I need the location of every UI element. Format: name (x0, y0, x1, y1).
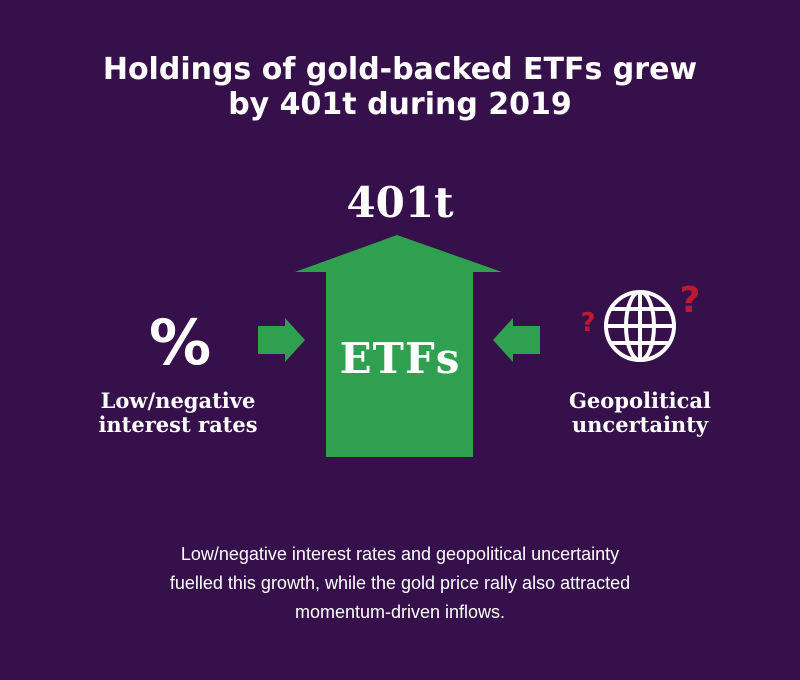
page-title: Holdings of gold-backed ETFs grew by 401… (0, 52, 800, 122)
caption-text: Low/negative interest rates and geopolit… (0, 540, 800, 627)
left-factor-line-2: interest rates (98, 412, 258, 437)
right-factor-line-2: uncertainty (571, 412, 709, 437)
left-factor-line-1: Low/negative (100, 388, 256, 413)
left-inflow-arrow (258, 318, 305, 362)
title-line-1: Holdings of gold-backed ETFs grew (102, 52, 698, 87)
right-inflow-arrow (493, 318, 540, 362)
question-mark-large-icon: ? (680, 280, 701, 321)
right-factor-line-1: Geopolitical (569, 388, 711, 413)
etfs-label: ETFs (339, 334, 461, 383)
globe-icon (604, 290, 676, 362)
growth-value-label: 401t (346, 178, 454, 227)
caption-line-1: Low/negative interest rates and geopolit… (180, 544, 620, 564)
percent-icon: % (148, 306, 212, 379)
caption-line-2: fuelled this growth, while the gold pric… (169, 573, 631, 593)
left-factor-label: Low/negative interest rates (78, 389, 278, 437)
right-factor-label: Geopolitical uncertainty (540, 389, 740, 437)
main-up-arrow (295, 235, 502, 457)
title-line-2: by 401t during 2019 (228, 87, 572, 122)
question-mark-small-icon: ? (580, 308, 595, 338)
caption-line-3: momentum-driven inflows. (294, 602, 506, 622)
